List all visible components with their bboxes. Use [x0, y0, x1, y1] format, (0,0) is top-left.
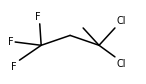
Text: F: F [35, 12, 41, 22]
Text: Cl: Cl [116, 16, 126, 26]
Text: F: F [11, 62, 17, 72]
Text: Cl: Cl [116, 59, 126, 69]
Text: F: F [8, 37, 14, 47]
